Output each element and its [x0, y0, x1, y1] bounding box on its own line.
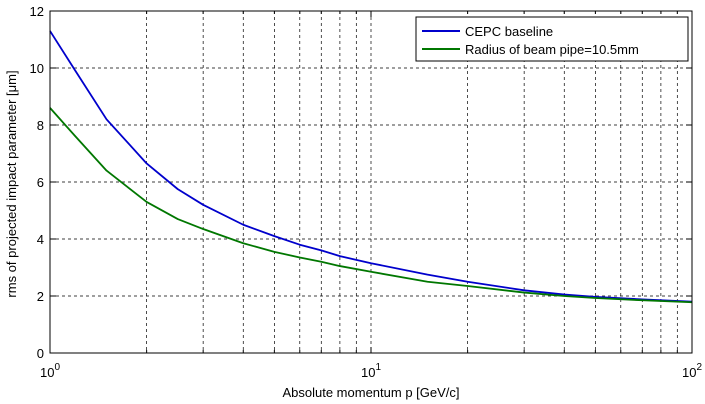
series-layer: [49, 30, 693, 304]
y-tick-label: 10: [30, 61, 44, 76]
y-tick-label: 6: [37, 175, 44, 190]
y-tick-label: 4: [37, 232, 44, 247]
y-tick-label: 8: [37, 118, 44, 133]
y-tick-labels: 0 2 4 6 8 10 12: [30, 4, 44, 361]
x-axis-label: Absolute momentum p [GeV/c]: [282, 385, 459, 400]
y-axis-label: rms of projected impact parameter [μm]: [4, 70, 19, 297]
legend-box: [415, 16, 689, 62]
x-tick-labels: 100 101 102: [40, 362, 702, 380]
x-tick-label: 100: [40, 362, 60, 380]
series-line-0: [49, 30, 693, 303]
ticks: [49, 10, 693, 354]
y-tick-label: 2: [37, 289, 44, 304]
legend-label-cepc-baseline: CEPC baseline: [465, 24, 553, 39]
y-tick-label: 0: [37, 346, 44, 361]
grid: [50, 11, 692, 353]
legend-label-beam-pipe: Radius of beam pipe=10.5mm: [465, 42, 639, 57]
y-tick-label: 12: [30, 4, 44, 19]
x-tick-label: 101: [361, 362, 381, 380]
series-line-1: [49, 107, 693, 304]
legend: CEPC baseline Radius of beam pipe=10.5mm: [415, 16, 689, 62]
x-tick-label: 102: [682, 362, 702, 380]
